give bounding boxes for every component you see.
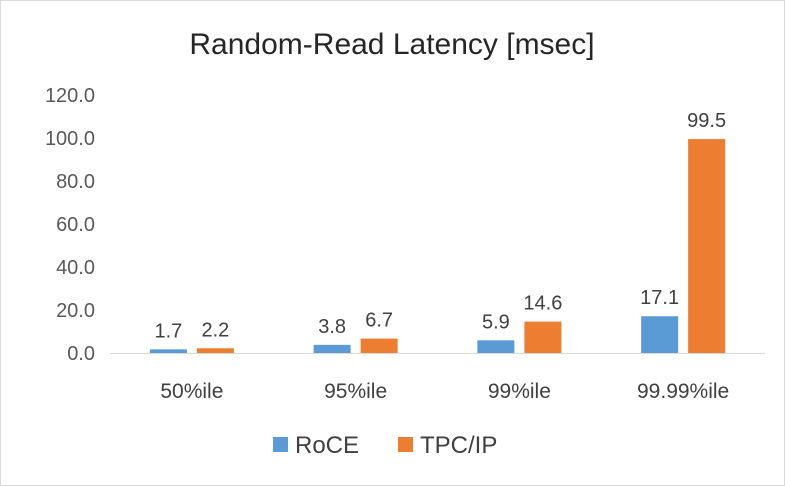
bar-tpc-ip (524, 321, 562, 353)
y-tick-label: 100.0 (45, 128, 95, 150)
legend: RoCE TPC/IP (273, 432, 497, 459)
bars (149, 139, 726, 353)
bar-roce (477, 340, 515, 353)
bar-tpc-ip (360, 338, 398, 353)
data-label-tpc-ip: 14.6 (523, 293, 562, 315)
data-label-roce: 5.9 (482, 311, 510, 333)
bar-roce (313, 344, 351, 353)
legend-swatch-roce (273, 437, 288, 452)
y-tick-label: 20.0 (56, 300, 95, 322)
bar-tpc-ip (196, 348, 234, 353)
bar-roce (641, 316, 679, 353)
category-label: 95%ile (324, 380, 387, 403)
legend-label-roce: RoCE (295, 432, 359, 459)
y-tick-label: 120.0 (45, 85, 95, 107)
y-tick-label: 60.0 (56, 214, 95, 236)
category-label: 99.99%ile (637, 380, 729, 403)
legend-swatch-tpc-ip (398, 437, 413, 452)
category-label: 99%ile (488, 380, 551, 403)
data-labels: 1.7 2.2 3.8 6.7 5.9 14.6 17.1 99.5 (154, 110, 726, 342)
data-label-tpc-ip: 6.7 (365, 310, 393, 332)
data-label-tpc-ip: 2.2 (201, 319, 229, 341)
y-tick-label: 0.0 (67, 343, 95, 365)
data-label-roce: 17.1 (640, 287, 679, 309)
data-label-roce: 3.8 (318, 316, 346, 338)
data-label-roce: 1.7 (154, 320, 182, 342)
y-tick-label: 40.0 (56, 257, 95, 279)
data-label-tpc-ip: 99.5 (687, 110, 726, 132)
y-tick-label: 80.0 (56, 171, 95, 193)
chart-title: Random-Read Latency [msec] (189, 28, 594, 61)
category-labels: 50%ile 95%ile 99%ile 99.99%ile (160, 380, 729, 403)
category-label: 50%ile (160, 380, 223, 403)
bar-tpc-ip (688, 139, 726, 353)
legend-label-tpc-ip: TPC/IP (420, 432, 497, 459)
y-axis-ticks: 0.0 20.0 40.0 60.0 80.0 100.0 120.0 (45, 85, 95, 365)
bar-roce (149, 349, 187, 353)
